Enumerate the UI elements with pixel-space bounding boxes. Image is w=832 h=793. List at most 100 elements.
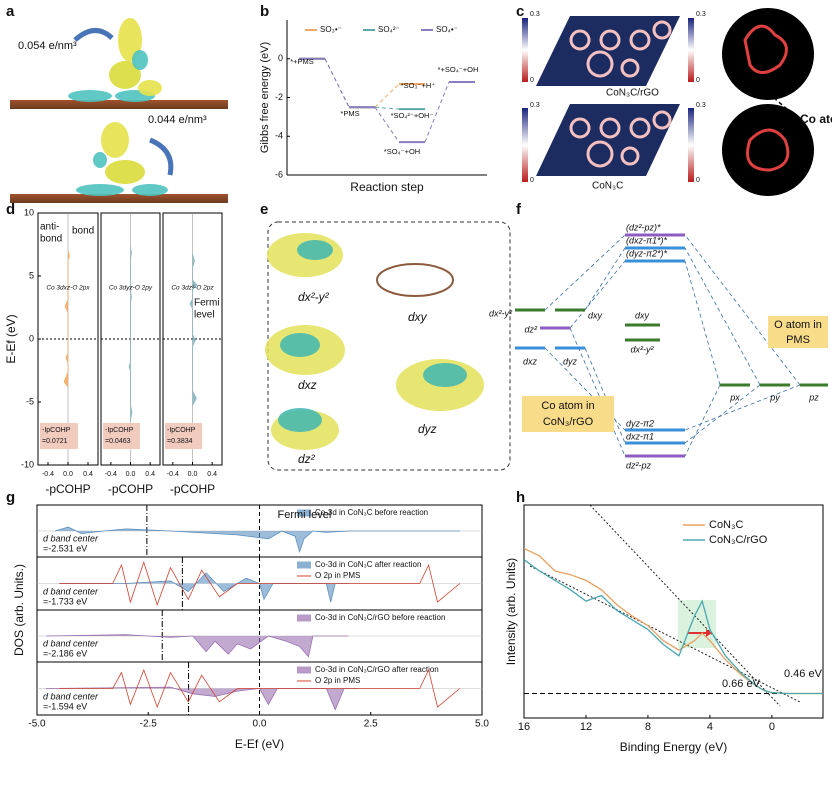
panel-letter: e [260, 201, 268, 218]
orbital-label: dxy [408, 310, 428, 324]
level-label: dxz-π1 [626, 431, 654, 441]
x-tick-label: 0 [769, 721, 775, 733]
d-band-title: d band center [43, 638, 99, 648]
label-box [522, 396, 614, 432]
charge-label: 0.054 e/nm³ [18, 40, 77, 52]
level-label: dz²-pz [626, 460, 652, 470]
y-tick-label: 0 [29, 333, 34, 343]
x-tick-label: 0.0 [188, 471, 198, 478]
level-label: dx²-y² [489, 308, 513, 318]
y-tick-label: -5 [26, 396, 34, 406]
panel-letter: f [516, 201, 522, 218]
colorbar-tick: 0 [530, 177, 534, 184]
density-map [536, 104, 680, 176]
x-tick-label: 16 [518, 721, 530, 733]
colorbar-tick: 0.3 [530, 102, 540, 109]
d-band-title: d band center [43, 691, 99, 701]
x-tick-label: 8 [645, 721, 651, 733]
zoom-map [722, 8, 814, 100]
legend-label: Co-3d in CoN₃C after reaction [315, 560, 421, 569]
annotation: Fermi [194, 298, 220, 309]
panel-letter: c [516, 3, 524, 20]
y-axis-label: Gibbs free energy (eV) [259, 42, 271, 153]
legend-swatch [297, 614, 311, 622]
y-axis-label: E-Ef (eV) [4, 314, 18, 363]
level-label: dxy [588, 310, 603, 320]
x-tick-label: 12 [580, 721, 592, 733]
arrow [741, 69, 789, 111]
y-tick-label: 0 [278, 53, 283, 63]
annotation: bond [40, 234, 62, 245]
x-tick-label: 0.0 [253, 719, 267, 730]
d-band-title: d band center [43, 586, 99, 596]
y-tick-label: -10 [21, 459, 34, 469]
y-axis-label: DOS (arb. Units.) [12, 564, 26, 656]
annotation: anti- [40, 222, 59, 233]
legend-label: O 2p in PMS [315, 571, 360, 580]
level-label: dyz [563, 356, 578, 366]
ipcohp-value: =0.3834 [167, 438, 193, 445]
x-tick-label: -0.4 [42, 471, 54, 478]
arrow-head [706, 629, 712, 637]
annotation: *SO₄²⁻+OH⁻ [391, 111, 434, 120]
legend-label: SO₄²⁻ [378, 25, 400, 34]
annotation: 0.46 eV [784, 668, 823, 680]
dos-area [45, 634, 349, 658]
legend-label: Co-3d in CoN₃C/rGO after reaction [315, 665, 439, 674]
connector [374, 106, 400, 143]
slab [10, 194, 228, 203]
panel-f: (dz²-pz)* (dxz-π1*)* (dyz-π2*)* dx²-y² d… [489, 222, 828, 470]
dos-area [59, 572, 349, 603]
charge-label: 0.044 e/nm³ [148, 114, 207, 126]
annotation: Fermi level [278, 509, 332, 521]
charge-density [68, 18, 168, 196]
ipcohp-title: -IpCOHP [42, 427, 71, 434]
panel-letter: h [516, 489, 525, 506]
level-label: dxy [635, 310, 650, 320]
colorbar-tick: 0 [696, 77, 700, 84]
d-band-title: d band center [43, 533, 99, 543]
y-tick-label: -4 [275, 131, 283, 141]
zoom-map [722, 104, 814, 196]
slab [10, 100, 228, 109]
map-label: CoN₃C [592, 181, 623, 192]
legend-label: Co-3d in CoN₃C before reaction [315, 508, 428, 517]
pcohp-area [63, 250, 70, 388]
co-atom-label: Co atom [800, 112, 832, 126]
arrow [148, 137, 174, 176]
colorbar [522, 108, 528, 182]
mo-levels [515, 233, 828, 458]
colorbar-tick: 0.3 [530, 11, 540, 18]
dos-area [45, 686, 358, 711]
orbital-label: dxz [298, 378, 317, 392]
x-tick-label: 0.4 [207, 471, 217, 478]
d-band-value: =-2.531 eV [43, 543, 87, 553]
colorbar-tick: 0.3 [696, 11, 706, 18]
ipcohp-title: -IpCOHP [167, 427, 196, 434]
ipcohp-box [165, 423, 202, 449]
y-axis-label: Intensity (arb. Units) [504, 558, 518, 665]
level-label: (dxz-π1*)* [626, 235, 668, 245]
label-box [768, 316, 828, 348]
plot-frame [523, 504, 824, 719]
ipcohp-box [103, 423, 140, 449]
x-tick-label: 0.0 [126, 471, 136, 478]
panel-letter: b [260, 3, 269, 20]
y-tick-label: 10 [24, 207, 34, 217]
orbital-label: dz² [298, 452, 316, 466]
colorbar [688, 108, 694, 182]
colorbar-tick: 0 [696, 177, 700, 184]
legend-swatch [297, 666, 311, 674]
x-axis-label: -pCOHP [108, 482, 153, 496]
panel-e: dx²-y² dxy dxz dyz dz² [265, 221, 511, 471]
density-map [536, 16, 680, 86]
legend-swatch [297, 561, 311, 569]
legend-label: CoN₃C [709, 519, 743, 531]
colorbar [688, 18, 694, 82]
x-tick-label: -0.4 [105, 471, 117, 478]
connector [424, 81, 450, 143]
x-axis-label: E-Ef (eV) [235, 737, 284, 751]
level-label: dz² [524, 324, 538, 334]
legend-label: CoN₃C/rGO [709, 534, 768, 546]
